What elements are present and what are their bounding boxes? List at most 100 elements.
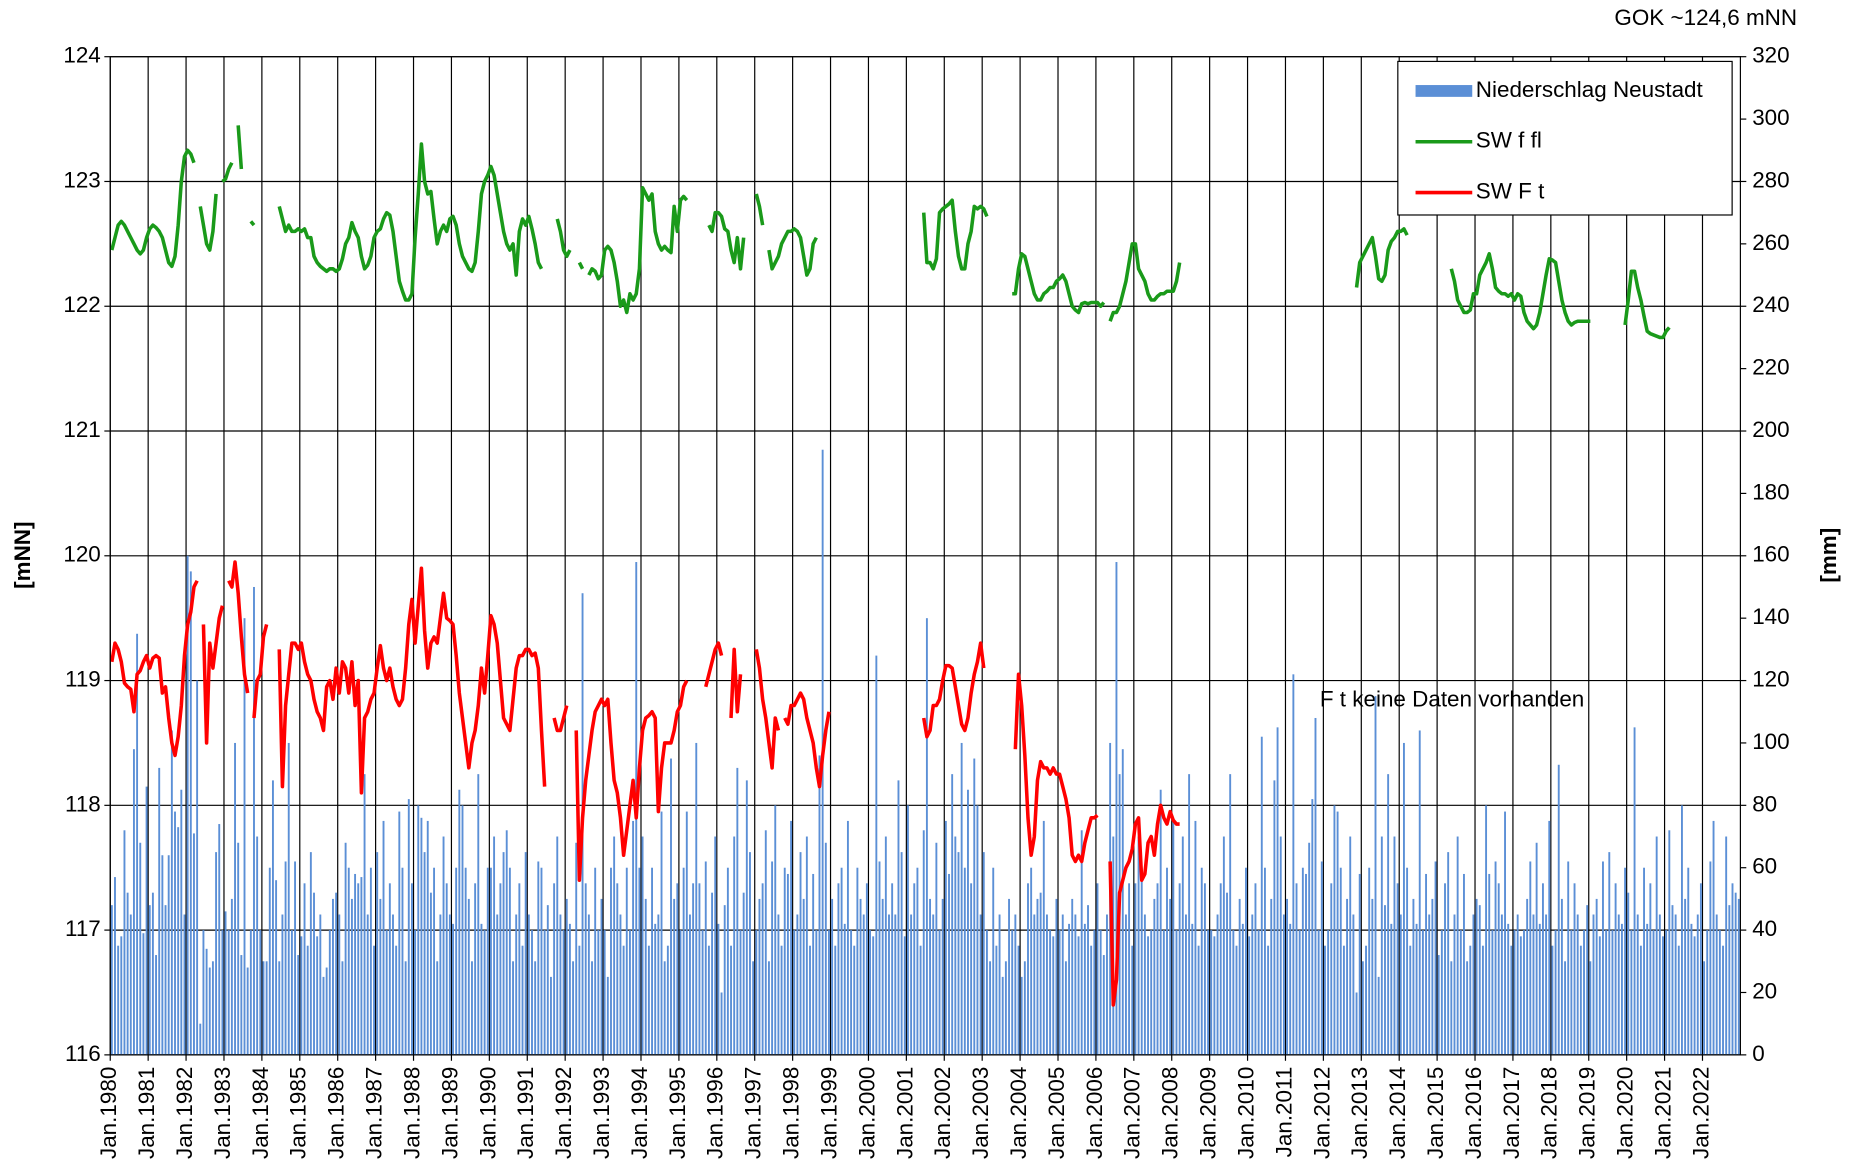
bar: [1241, 923, 1244, 1055]
bar: [903, 936, 906, 1055]
bar: [1017, 945, 1020, 1055]
bar: [259, 930, 262, 1055]
bar: [401, 867, 404, 1055]
bar: [313, 892, 315, 1055]
x-tick-label: Jan.2005: [1044, 1067, 1069, 1159]
bar: [224, 911, 227, 1055]
bars: [110, 449, 1740, 1055]
bar: [1475, 898, 1478, 1055]
grid: [104, 56, 1747, 1061]
bar: [1207, 930, 1210, 1055]
x-tick-label: Jan.2016: [1461, 1067, 1486, 1159]
y-tick-label: 123: [63, 167, 100, 192]
bar: [126, 892, 129, 1055]
bar: [1450, 961, 1453, 1055]
bar: [136, 633, 139, 1055]
bar: [486, 867, 489, 1055]
bar: [350, 898, 353, 1055]
bar: [941, 898, 944, 1055]
bar: [1693, 936, 1696, 1055]
bar: [957, 852, 960, 1055]
bar: [1684, 898, 1687, 1055]
bar: [786, 873, 789, 1055]
bar: [205, 948, 208, 1055]
bar: [1068, 923, 1071, 1055]
x-tick-label: Jan.1999: [816, 1067, 841, 1159]
bar: [243, 618, 246, 1055]
bar: [1557, 764, 1560, 1055]
line: [110, 560, 1180, 1007]
bar: [1402, 742, 1405, 1055]
bar: [1731, 883, 1734, 1055]
bar: [556, 836, 559, 1055]
bar: [1662, 936, 1664, 1055]
bar: [856, 867, 859, 1055]
bar: [142, 933, 145, 1055]
bar: [1532, 914, 1535, 1055]
y-tick-label: 117: [65, 916, 101, 941]
bar: [796, 914, 799, 1055]
bar: [764, 830, 767, 1055]
bar: [534, 961, 537, 1055]
bar: [1415, 923, 1418, 1055]
legend-label: SW f fl: [1476, 128, 1542, 153]
bar: [606, 976, 609, 1055]
bar: [1267, 945, 1270, 1055]
bar: [1545, 914, 1548, 1055]
bar: [1061, 914, 1064, 1055]
bar: [689, 914, 691, 1055]
bar: [578, 945, 581, 1055]
bar: [1412, 898, 1415, 1055]
bar: [1390, 923, 1393, 1055]
bar: [1365, 945, 1367, 1055]
bar: [1134, 883, 1137, 1055]
bar: [774, 805, 777, 1055]
bar: [540, 867, 543, 1055]
bar: [325, 967, 328, 1055]
bar: [1649, 883, 1652, 1055]
bar: [805, 836, 808, 1055]
y2-tick-label: 220: [1752, 355, 1789, 380]
bar: [505, 830, 508, 1055]
bar: [436, 961, 439, 1055]
bar: [1611, 930, 1614, 1055]
bar: [758, 898, 761, 1055]
bar: [1481, 945, 1484, 1055]
legend-label: SW F t: [1476, 178, 1545, 203]
bar: [1409, 945, 1412, 1055]
bar: [1421, 930, 1424, 1055]
bar: [388, 883, 391, 1055]
bar: [1226, 892, 1228, 1055]
bar: [1273, 780, 1276, 1055]
bar: [379, 898, 382, 1055]
bar: [1567, 861, 1570, 1055]
bar: [1014, 914, 1017, 1055]
bar: [189, 571, 192, 1055]
bar: [278, 961, 281, 1055]
bar: [1210, 930, 1213, 1055]
bar: [840, 867, 843, 1055]
bar: [1333, 805, 1336, 1055]
bar: [426, 820, 429, 1055]
bar: [663, 961, 666, 1055]
bar: [1279, 836, 1282, 1055]
bar: [828, 930, 830, 1055]
bar: [572, 961, 575, 1055]
y-tick-label: 124: [63, 43, 100, 68]
bar: [739, 930, 742, 1055]
bar: [755, 930, 758, 1055]
bar: [790, 820, 793, 1055]
bar: [474, 883, 477, 1055]
x-tick-label: Jan.1992: [551, 1067, 576, 1159]
bar: [230, 898, 233, 1055]
bar: [414, 930, 417, 1055]
bar: [1576, 914, 1579, 1055]
bar: [1311, 799, 1314, 1055]
bar: [963, 867, 966, 1055]
bar: [900, 852, 903, 1055]
bar: [287, 742, 290, 1055]
lines: [110, 125, 1671, 1007]
bar: [1052, 936, 1055, 1055]
bar: [417, 805, 420, 1055]
bar: [717, 923, 720, 1055]
